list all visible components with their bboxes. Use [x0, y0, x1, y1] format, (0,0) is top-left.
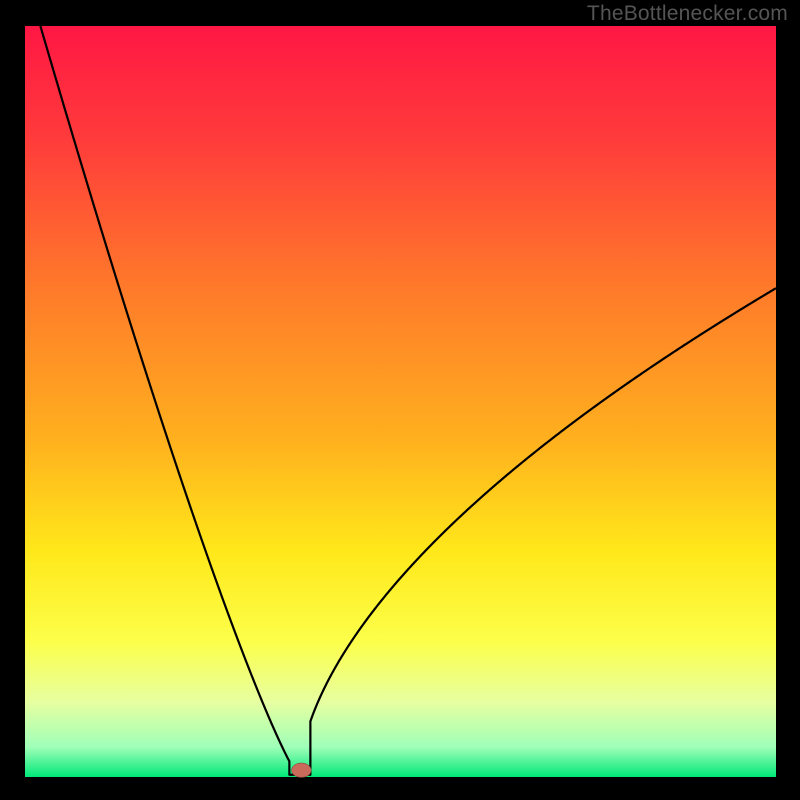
chart-stage: TheBottlenecker.com [0, 0, 800, 800]
watermark-text: TheBottlenecker.com [587, 2, 788, 26]
bottleneck-marker [292, 763, 312, 777]
plot-svg [0, 0, 800, 800]
plot-area [25, 26, 776, 777]
